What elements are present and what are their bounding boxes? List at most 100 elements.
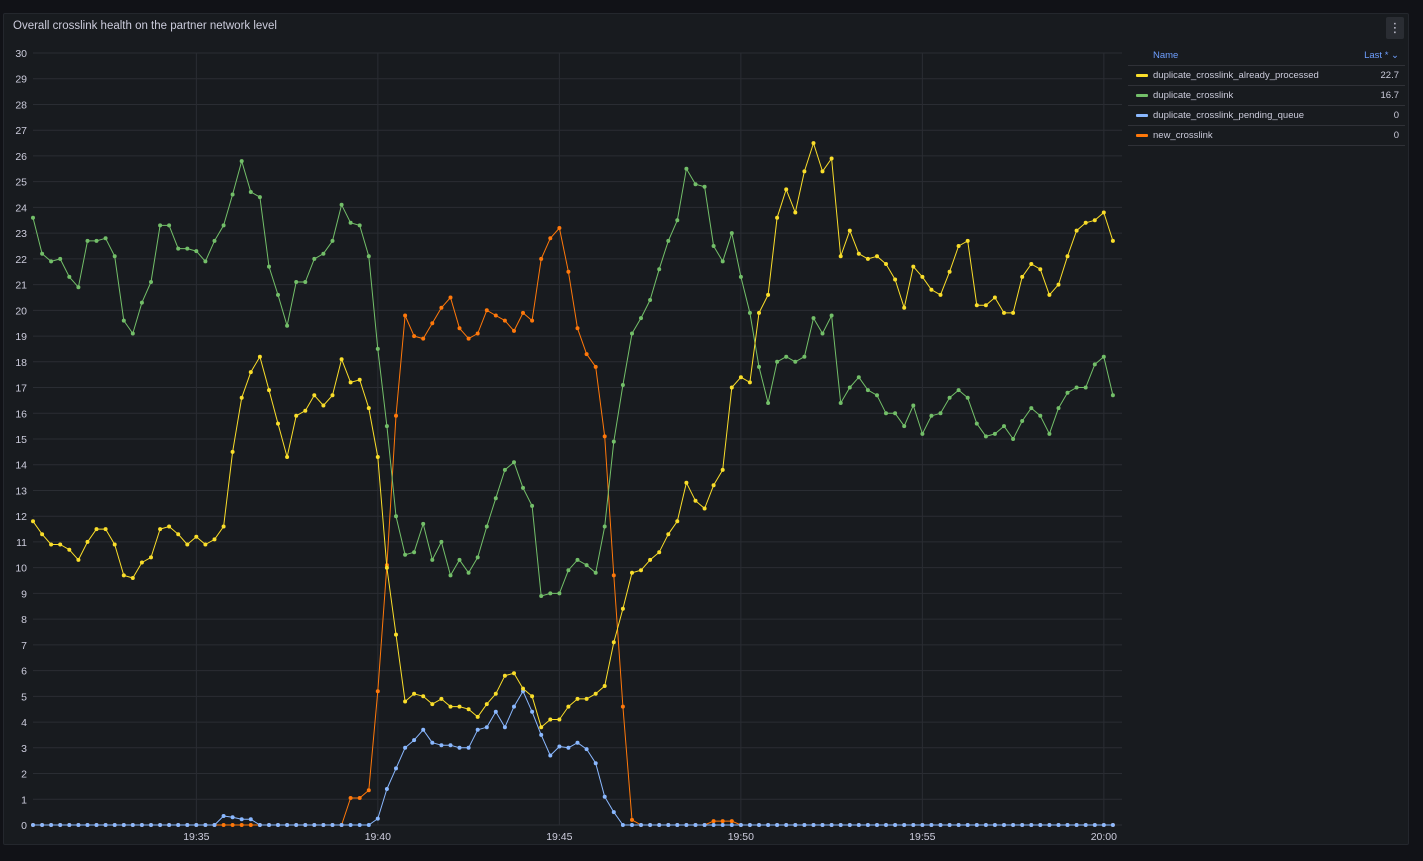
data-point xyxy=(493,709,498,714)
data-point xyxy=(94,238,99,243)
data-point xyxy=(938,823,943,827)
data-point xyxy=(820,823,825,827)
data-point xyxy=(421,336,426,341)
data-point xyxy=(1029,262,1034,266)
data-point xyxy=(67,823,72,827)
data-point xyxy=(884,823,888,827)
data-point xyxy=(167,823,172,827)
data-point xyxy=(412,334,417,339)
data-point xyxy=(439,743,444,748)
y-tick-label: 8 xyxy=(21,614,27,626)
data-point xyxy=(412,738,417,743)
legend-item[interactable]: duplicate_crosslink 16.7 xyxy=(1128,86,1405,106)
data-point xyxy=(239,823,244,827)
data-point xyxy=(312,256,317,261)
legend-item[interactable]: duplicate_crosslink_already_processed 22… xyxy=(1128,66,1405,86)
y-tick-label: 14 xyxy=(15,460,27,472)
data-point xyxy=(221,223,226,228)
y-tick-label: 0 xyxy=(21,820,27,832)
data-point xyxy=(94,823,99,827)
data-point xyxy=(49,259,54,264)
data-point xyxy=(1074,385,1079,390)
data-point xyxy=(539,725,544,730)
legend-swatch xyxy=(1136,134,1148,137)
y-tick-label: 29 xyxy=(15,74,27,86)
data-point xyxy=(221,823,226,827)
data-point xyxy=(720,819,725,824)
panel-menu-button[interactable]: ⋮ xyxy=(1386,17,1404,39)
data-point xyxy=(530,694,535,699)
legend-header-last[interactable]: Last * ⌄ xyxy=(1364,50,1399,61)
data-point xyxy=(31,823,35,827)
data-point xyxy=(221,814,226,818)
data-point xyxy=(838,254,843,259)
legend-item[interactable]: new_crosslink 0 xyxy=(1128,126,1405,146)
data-point xyxy=(793,823,798,827)
data-point xyxy=(811,141,816,146)
data-point xyxy=(203,542,208,547)
data-point xyxy=(530,503,535,508)
y-tick-label: 7 xyxy=(21,640,27,652)
data-point xyxy=(639,823,643,827)
data-point xyxy=(829,823,834,827)
data-point xyxy=(648,557,653,562)
data-point xyxy=(394,632,398,637)
data-point xyxy=(67,547,72,552)
data-point xyxy=(375,689,380,694)
data-point xyxy=(1110,823,1115,827)
data-point xyxy=(974,303,979,308)
data-point xyxy=(784,823,789,827)
data-point xyxy=(884,411,888,416)
data-point xyxy=(1056,823,1061,827)
data-point xyxy=(620,823,625,827)
y-tick-label: 25 xyxy=(15,177,27,189)
data-point xyxy=(167,524,172,529)
x-tick-label: 19:35 xyxy=(183,831,209,843)
data-point xyxy=(539,256,544,261)
data-point xyxy=(1083,823,1088,827)
data-point xyxy=(920,274,925,279)
legend-item[interactable]: duplicate_crosslink_pending_queue 0 xyxy=(1128,106,1405,126)
data-point xyxy=(276,292,280,297)
data-point xyxy=(230,815,235,820)
data-point xyxy=(929,823,934,827)
data-point xyxy=(1038,267,1043,272)
data-point xyxy=(584,696,589,701)
data-point xyxy=(1011,310,1016,315)
timeseries-chart: 0123456789101112131415161718192021222324… xyxy=(15,48,1122,843)
data-point xyxy=(584,563,589,568)
data-point xyxy=(811,823,816,827)
y-tick-label: 30 xyxy=(15,48,27,60)
data-point xyxy=(611,439,616,444)
data-point xyxy=(911,823,916,827)
data-point xyxy=(430,740,435,745)
legend-header-name[interactable]: Name xyxy=(1153,50,1179,61)
data-point xyxy=(58,823,63,827)
data-point xyxy=(276,823,280,827)
data-point xyxy=(974,421,979,426)
data-point xyxy=(466,745,471,750)
data-point xyxy=(775,359,780,364)
y-tick-label: 17 xyxy=(15,383,27,395)
data-point xyxy=(267,388,271,393)
data-point xyxy=(702,506,707,511)
data-point xyxy=(348,796,353,800)
data-point xyxy=(303,280,308,284)
data-point xyxy=(221,524,226,529)
data-point xyxy=(366,788,371,793)
data-point xyxy=(257,354,262,359)
legend-item-name: duplicate_crosslink_pending_queue xyxy=(1153,110,1305,121)
data-point xyxy=(557,717,562,722)
data-point xyxy=(865,256,870,261)
y-tick-label: 5 xyxy=(21,691,27,703)
data-point xyxy=(1002,823,1006,827)
data-point xyxy=(139,560,144,565)
data-point xyxy=(530,709,535,714)
y-tick-label: 13 xyxy=(15,485,27,497)
data-point xyxy=(602,434,607,439)
data-point xyxy=(920,823,925,827)
data-point xyxy=(992,823,997,827)
data-point xyxy=(539,732,544,737)
data-point xyxy=(303,408,308,413)
data-point xyxy=(575,696,580,701)
